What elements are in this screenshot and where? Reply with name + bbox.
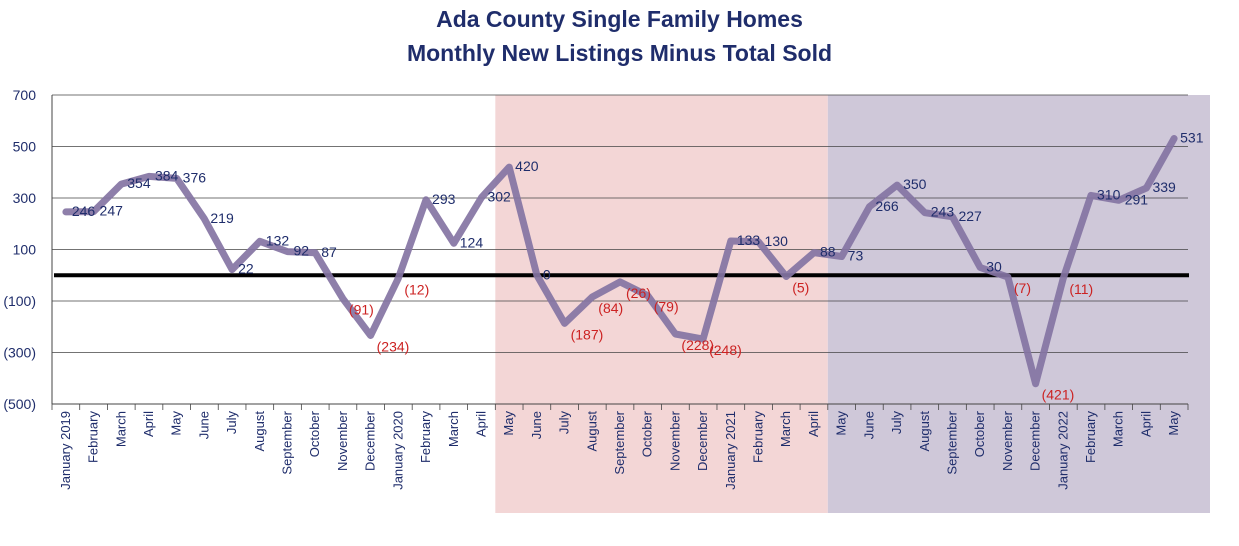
x-tick-label: February xyxy=(86,411,101,464)
series-line xyxy=(62,135,1178,388)
x-tick-label: September xyxy=(944,410,959,474)
x-tick-label: May xyxy=(169,411,184,436)
data-label: 302 xyxy=(487,188,511,204)
x-tick-label: January 2020 xyxy=(390,411,405,490)
x-tick-label: April xyxy=(1138,411,1153,437)
data-label: 339 xyxy=(1152,179,1176,195)
x-tick-label: August xyxy=(917,411,932,452)
chart-subtitle: Monthly New Listings Minus Total Sold xyxy=(406,40,833,66)
data-label: (5) xyxy=(792,280,809,296)
chart-title: Ada County Single Family Homes xyxy=(436,6,803,32)
x-tick-label: December xyxy=(695,410,710,471)
data-label: 376 xyxy=(183,169,207,185)
data-label: 73 xyxy=(848,247,864,263)
data-label: (84) xyxy=(598,300,623,316)
data-label: 87 xyxy=(321,244,337,260)
x-tick-label: March xyxy=(1111,411,1126,447)
x-tick-label: June xyxy=(196,411,211,439)
data-label: 92 xyxy=(294,243,310,259)
x-tick-label: September xyxy=(280,410,295,474)
x-tick-label: April xyxy=(806,411,821,437)
data-label: 310 xyxy=(1097,186,1121,202)
data-label: (421) xyxy=(1042,387,1075,403)
data-label: 124 xyxy=(460,234,484,250)
data-label: 227 xyxy=(958,208,982,224)
x-tick-label: January 2022 xyxy=(1055,411,1070,490)
x-tick-label: July xyxy=(557,411,572,435)
data-label: 420 xyxy=(515,158,539,174)
data-label: 531 xyxy=(1180,130,1204,146)
data-label: (7) xyxy=(1014,280,1031,296)
data-label: 266 xyxy=(875,198,899,214)
x-tick-label: January 2019 xyxy=(58,411,73,490)
data-label: (11) xyxy=(1069,281,1093,297)
x-tick-label: November xyxy=(335,410,350,471)
y-axis-ticks: 700 500 300 100 (100) (300) (500) xyxy=(3,87,36,412)
x-tick-label: May xyxy=(501,411,516,436)
x-tick-label: February xyxy=(1083,411,1098,464)
x-tick-label: December xyxy=(363,410,378,471)
data-label: 291 xyxy=(1125,191,1149,207)
data-label: 88 xyxy=(820,244,836,260)
x-tick-label: February xyxy=(751,411,766,464)
x-tick-label: April xyxy=(473,411,488,437)
data-label: 384 xyxy=(155,167,179,183)
y-tick-label: (300) xyxy=(3,345,36,361)
data-label: 130 xyxy=(765,233,789,249)
x-tick-label: November xyxy=(667,410,682,471)
x-tick-label: July xyxy=(889,411,904,435)
x-tick-label: December xyxy=(1028,410,1043,471)
y-tick-label: (500) xyxy=(3,396,36,412)
data-label: 354 xyxy=(127,175,151,191)
data-label: 243 xyxy=(931,204,955,220)
x-tick-label: September xyxy=(612,410,627,474)
x-tick-label: October xyxy=(640,410,655,457)
data-label: (12) xyxy=(404,281,429,297)
y-tick-label: 500 xyxy=(13,139,37,155)
data-label: 30 xyxy=(986,259,1002,275)
y-tick-label: 300 xyxy=(13,190,37,206)
x-tick-label: May xyxy=(834,411,849,436)
x-tick-label: June xyxy=(861,411,876,439)
x-tick-label: October xyxy=(307,410,322,457)
data-label: 132 xyxy=(266,232,290,248)
x-tick-label: March xyxy=(113,411,128,447)
y-tick-label: 700 xyxy=(13,87,37,103)
data-label: (26) xyxy=(626,285,651,301)
data-label: (248) xyxy=(709,342,742,358)
data-label: 246 xyxy=(72,203,96,219)
shaded-period-2 xyxy=(827,95,1210,513)
x-tick-label: April xyxy=(141,411,156,437)
x-tick-label: August xyxy=(252,411,267,452)
y-tick-label: 100 xyxy=(13,242,37,258)
data-label: 133 xyxy=(737,232,761,248)
data-label: (187) xyxy=(571,326,604,342)
x-tick-label: June xyxy=(529,411,544,439)
x-tick-label: January 2021 xyxy=(723,411,738,490)
x-tick-label: March xyxy=(446,411,461,447)
data-label: 0 xyxy=(543,266,551,282)
data-label: 22 xyxy=(238,261,254,277)
y-tick-label: (100) xyxy=(3,293,36,309)
data-label: 247 xyxy=(100,203,124,219)
data-label: 293 xyxy=(432,191,456,207)
x-tick-label: March xyxy=(778,411,793,447)
data-label: (79) xyxy=(654,299,679,315)
data-label: (234) xyxy=(377,339,410,355)
x-tick-label: October xyxy=(972,410,987,457)
data-label: (91) xyxy=(349,302,374,318)
data-label: (228) xyxy=(681,337,714,353)
x-tick-label: November xyxy=(1000,410,1015,471)
x-tick-label: May xyxy=(1166,411,1181,436)
x-tick-label: August xyxy=(584,411,599,452)
data-label: 350 xyxy=(903,176,927,192)
series-line-path xyxy=(62,135,1178,388)
x-axis-ticks: January 2019 February March April May June Jul… xyxy=(51,404,1189,490)
x-tick-label: July xyxy=(224,411,239,435)
x-tick-label: February xyxy=(418,411,433,464)
data-label: 219 xyxy=(210,210,234,226)
